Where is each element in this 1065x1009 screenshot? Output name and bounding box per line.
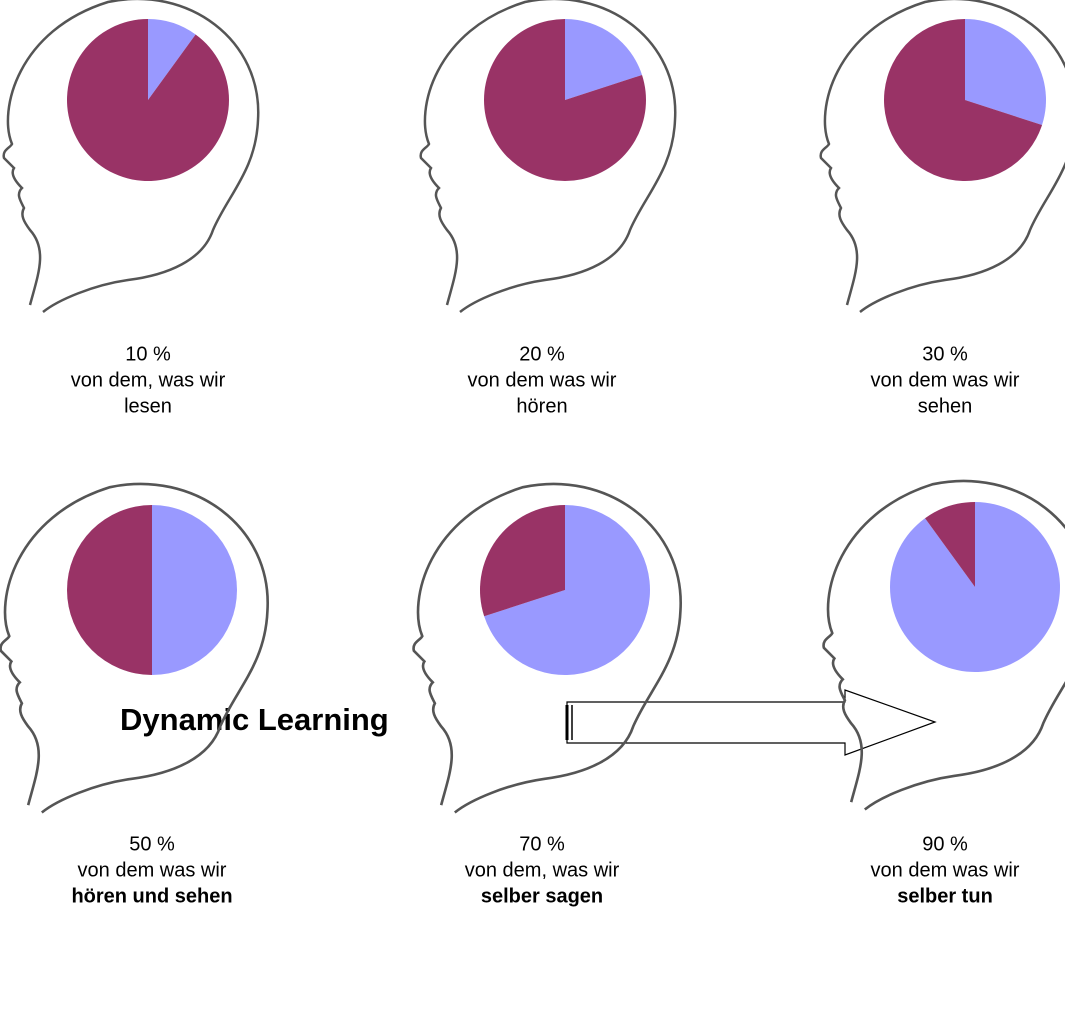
pie-chart: 10 % von dem, was wir lesen: [4, 0, 259, 417]
caption-line: sehen: [918, 395, 973, 417]
caption-line: hören: [516, 395, 567, 417]
pie-chart: 70 % von dem, was wir selber sagen: [414, 484, 681, 907]
pie-slice: [890, 502, 1060, 672]
caption-line: von dem was wir: [468, 369, 617, 391]
pie-chart: 30 % von dem was wir sehen: [821, 0, 1065, 417]
chart: Dynamic Learning 10 % von dem, was wir les…: [0, 0, 1065, 1009]
caption-line: von dem was wir: [78, 859, 227, 881]
pie-chart: 50 % von dem was wir hören und sehen: [1, 484, 268, 907]
value-label: 10 %: [125, 343, 171, 365]
value-label: 70 %: [519, 833, 565, 855]
caption-line: lesen: [124, 395, 172, 417]
caption-line: von dem, was wir: [71, 369, 226, 391]
pie-slice: [152, 505, 237, 675]
value-label: 50 %: [129, 833, 175, 855]
pie-chart: 20 % von dem was wir hören: [421, 0, 676, 417]
caption-line: von dem, was wir: [465, 859, 620, 881]
caption-line: selber sagen: [481, 885, 603, 907]
pie-slice: [67, 505, 152, 675]
caption-line: selber tun: [897, 885, 993, 907]
pie-chart: 90 % von dem was wir selber tun: [824, 481, 1065, 907]
caption-line: von dem was wir: [871, 369, 1020, 391]
value-label: 90 %: [922, 833, 968, 855]
value-label: 30 %: [922, 343, 968, 365]
value-label: 20 %: [519, 343, 565, 365]
caption-line: von dem was wir: [871, 859, 1020, 881]
page-title: Dynamic Learning: [120, 702, 389, 737]
caption-line: hören und sehen: [71, 885, 232, 907]
